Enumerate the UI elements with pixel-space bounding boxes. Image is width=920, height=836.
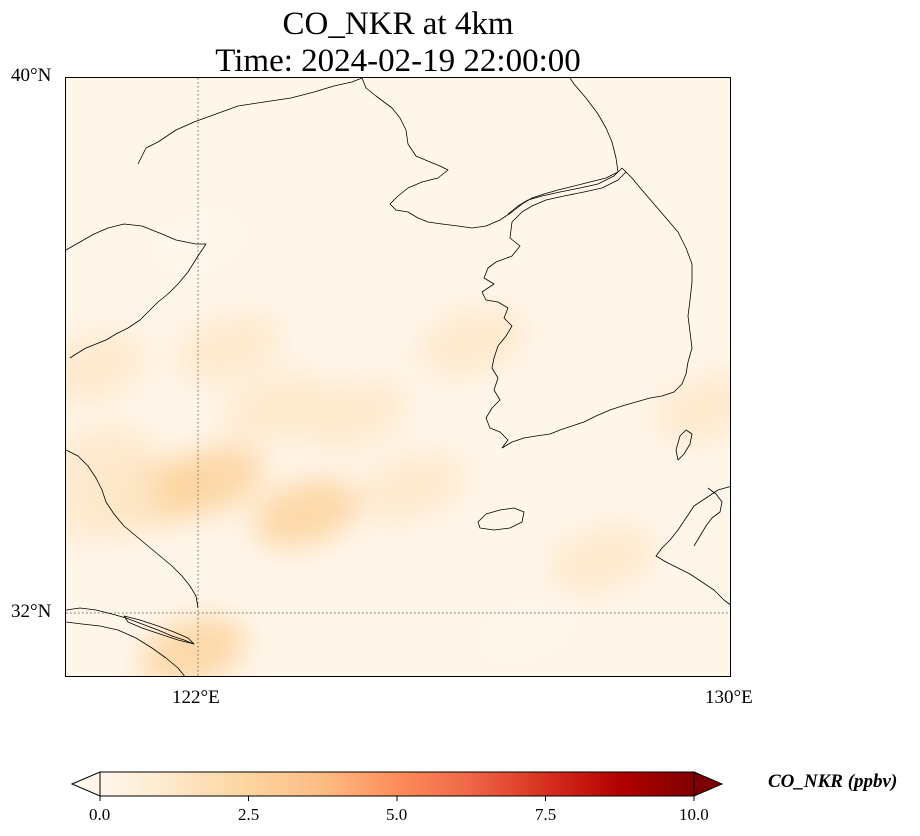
coastlines — [66, 78, 730, 676]
coastline-korea-border-2 — [511, 171, 627, 223]
colorbar-extend-min — [70, 771, 101, 797]
coastline-yangtze-north — [66, 607, 195, 645]
colorbar-tick-label-7-5: 7.5 — [535, 805, 557, 824]
map-plot-area — [65, 77, 731, 677]
coastline-korea-east — [621, 167, 693, 375]
concentration-field — [66, 207, 730, 676]
coastline-north-korea-east — [569, 78, 619, 173]
concentration-patch — [418, 306, 525, 377]
map-canvas — [66, 78, 730, 676]
concentration-patch — [175, 313, 283, 384]
lon-tick-label-122e: 122°E — [172, 687, 220, 708]
coastline-korea-south — [501, 373, 687, 449]
colorbar-tick-label-2-5: 2.5 — [238, 805, 260, 824]
concentration-patch — [66, 333, 146, 403]
colorbar — [70, 771, 724, 801]
colorbar-gradient — [100, 772, 694, 796]
colorbar-tick-label-5: 5.0 — [386, 805, 408, 824]
concentration-patch — [359, 451, 466, 522]
map-title-line-2: Time: 2024-02-19 22:00:00 — [215, 43, 581, 79]
coastline-tsushima — [675, 429, 693, 461]
coastline-korea-border-1 — [507, 167, 623, 215]
coastline-yangtze-south — [66, 621, 185, 676]
coastline-jeju — [477, 507, 525, 531]
coastline-shandong — [66, 223, 207, 359]
concentration-patch — [548, 524, 655, 595]
coastline-jiangsu — [66, 449, 199, 609]
coastline-bohai-north — [137, 78, 363, 165]
concentration-patch — [299, 379, 407, 450]
colorbar-tick-label-0: 0.0 — [89, 805, 111, 824]
coastline-korea-west — [481, 221, 521, 449]
colorbar-label: CO_NKR (ppbv) — [768, 771, 898, 792]
colorbar-tick-label-10: 10.0 — [679, 805, 709, 824]
map-title-line-1: CO_NKR at 4km — [282, 6, 514, 42]
lat-tick-label-40n: 40°N — [11, 65, 52, 86]
coastline-yangtze-island — [123, 615, 195, 645]
concentration-patch — [140, 616, 247, 676]
concentration-patch — [157, 445, 265, 516]
concentration-patch — [145, 207, 253, 278]
concentration-patch — [66, 425, 152, 496]
colorbar-extend-max — [693, 771, 724, 797]
colorbar-ticks — [99, 796, 695, 801]
concentration-patch — [252, 478, 359, 549]
lon-tick-label-130e: 130°E — [705, 687, 753, 708]
coastline-liaodong-peninsula — [361, 78, 619, 229]
lat-tick-label-32n: 32°N — [11, 601, 52, 622]
coastline-kyushu-west — [693, 487, 723, 547]
coastline-kyushu — [655, 486, 730, 605]
concentration-patch — [655, 372, 730, 443]
concentration-patch — [471, 596, 579, 667]
